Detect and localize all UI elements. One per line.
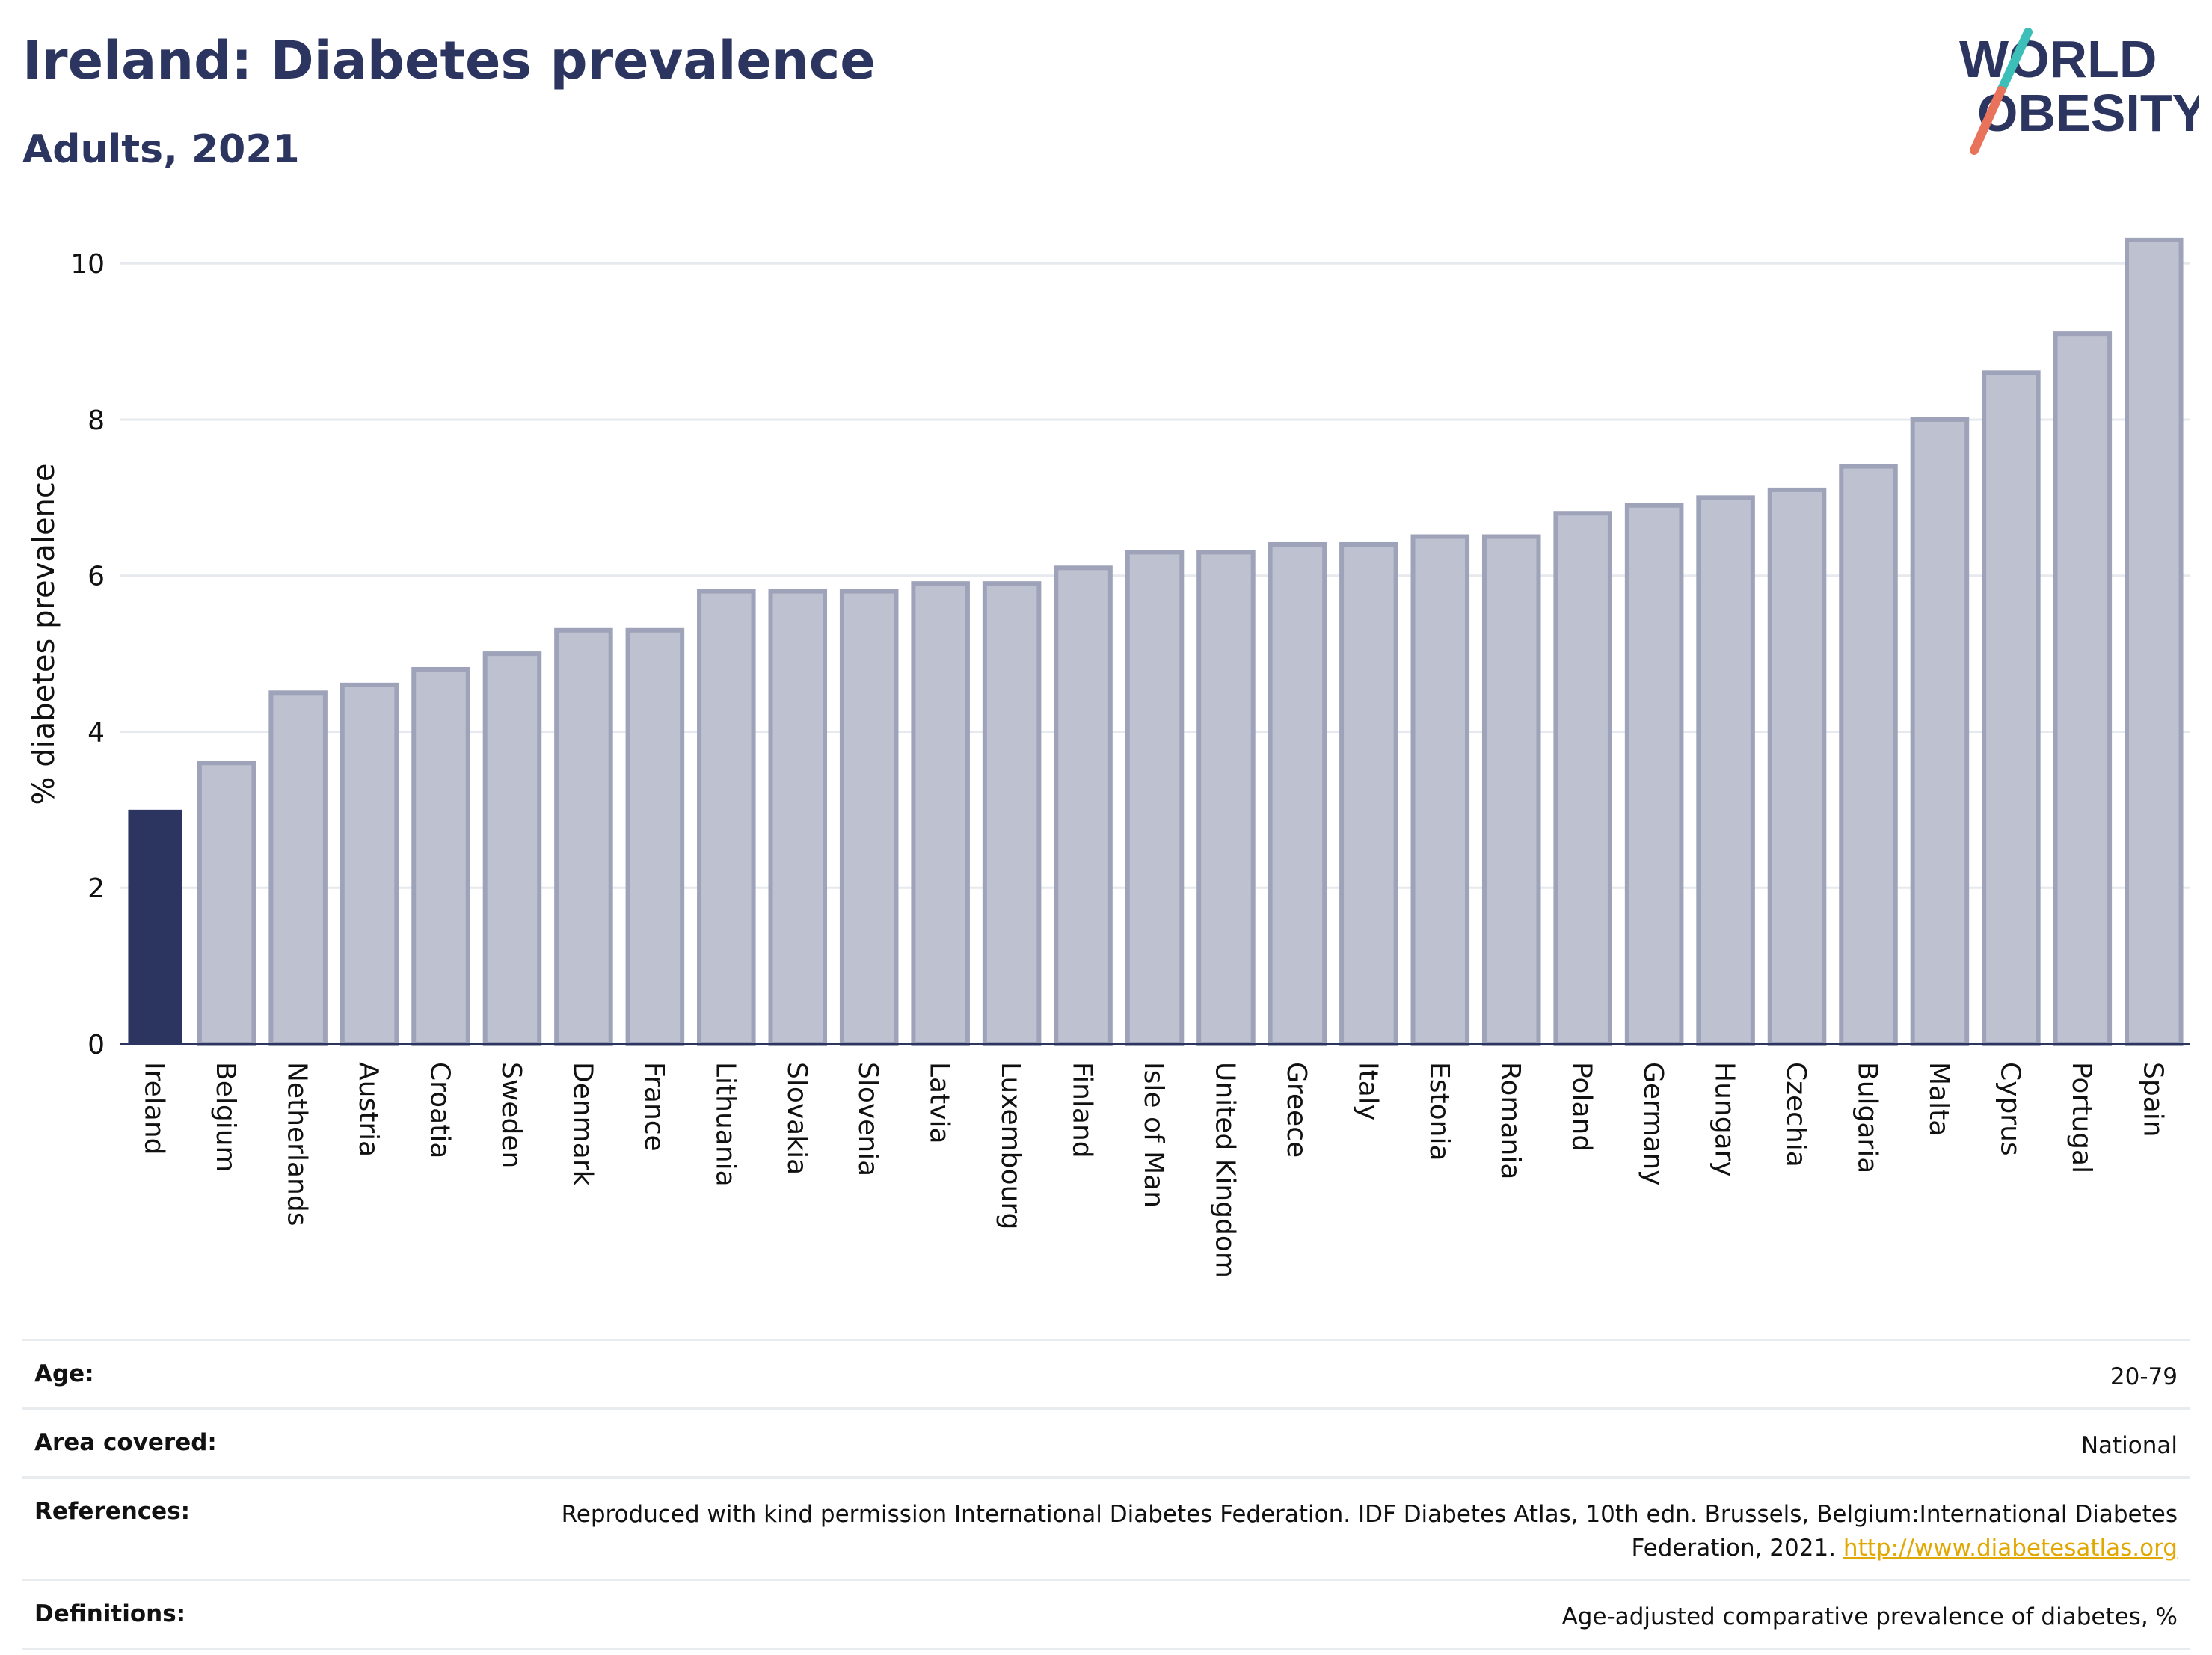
metadata-table: Age: 20-79 Area covered: National Refere… [22, 1339, 2190, 1650]
bar [1054, 565, 1113, 1046]
x-tick-label: Luxembourg [995, 1062, 1026, 1229]
bar [197, 761, 256, 1046]
bar [482, 651, 542, 1046]
x-tick-label: Latvia [924, 1062, 955, 1144]
bar [2125, 237, 2184, 1046]
bar [1910, 417, 1970, 1046]
x-tick-label: United Kingdom [1209, 1062, 1240, 1278]
bar [1839, 464, 1898, 1046]
area-value: National [2080, 1431, 2178, 1459]
x-tick-label: Germany [1638, 1062, 1668, 1185]
bar-chart: 0 2 4 6 8 10 % diabetes prevalence Ireland Belgi… [27, 237, 2190, 1278]
bar [1624, 503, 1684, 1046]
y-tick-label: 2 [87, 873, 105, 904]
logo-line2: OBESITY [1977, 84, 2199, 142]
bar [2053, 331, 2113, 1046]
references-label: References: [34, 1497, 191, 1525]
x-tick-label: Poland [1567, 1062, 1597, 1152]
page-title: Ireland: Diabetes prevalence [22, 30, 876, 91]
references-text: Reproduced with kind permission Internat… [561, 1500, 2178, 1562]
bar [1196, 550, 1256, 1046]
bar [411, 666, 470, 1046]
y-tick-label: 10 [70, 249, 105, 280]
x-tick-label: Hungary [1709, 1062, 1740, 1177]
y-tick-label: 6 [87, 562, 105, 592]
y-tick-label: 8 [87, 405, 105, 436]
bar [911, 581, 970, 1046]
bar [768, 589, 828, 1046]
x-tick-label: Finland [1067, 1062, 1098, 1158]
logo-slash-coral [1970, 86, 2006, 155]
page-subtitle: Adults, 2021 [22, 127, 300, 172]
bar [1339, 541, 1398, 1046]
x-tick-label: Spain [2137, 1062, 2168, 1137]
x-tick-label: Romania [1495, 1062, 1526, 1179]
x-tick-label: Portugal [2066, 1062, 2097, 1173]
x-tick-label: Isle of Man [1138, 1062, 1169, 1208]
x-tick-label: Netherlands [282, 1062, 313, 1226]
x-tick-label: Sweden [496, 1062, 526, 1168]
x-tick-label: Czechia [1781, 1062, 1811, 1167]
age-label: Age: [34, 1360, 94, 1387]
bar [1767, 487, 1827, 1046]
x-tick-label: Bulgaria [1852, 1062, 1882, 1173]
x-tick-label: Lithuania [710, 1062, 740, 1187]
area-label: Area covered: [34, 1428, 217, 1456]
bar [697, 589, 756, 1046]
bar [268, 690, 328, 1046]
meta-row-definitions: Definitions: Age-adjusted comparative pr… [22, 1578, 2190, 1650]
y-axis-label: % diabetes prevalence [27, 463, 61, 805]
y-tick-label: 0 [87, 1030, 105, 1060]
x-tick-label: Greece [1281, 1062, 1312, 1158]
bar [1982, 370, 2041, 1047]
bar [625, 627, 685, 1046]
bar [982, 581, 1042, 1046]
x-tick-label: Italy [1352, 1062, 1383, 1120]
bar [1696, 495, 1755, 1046]
references-link[interactable]: http://www.diabetesatlas.org [1843, 1534, 2178, 1562]
meta-row-area: Area covered: National [22, 1407, 2190, 1476]
x-tick-label: Slovenia [852, 1062, 883, 1176]
x-tick-label: Denmark [567, 1062, 597, 1186]
x-tick-label: Belgium [210, 1062, 241, 1173]
bar [839, 589, 899, 1046]
bar [554, 627, 613, 1046]
bar [1125, 550, 1185, 1046]
x-tick-label: Cyprus [1994, 1062, 2025, 1156]
bar-highlight [128, 809, 182, 1044]
definitions-label: Definitions: [34, 1600, 186, 1627]
bar [1553, 511, 1612, 1046]
bar [1410, 534, 1470, 1046]
meta-row-age: Age: 20-79 [22, 1339, 2190, 1407]
x-tick-label: Ireland [139, 1062, 170, 1155]
definitions-value: Age-adjusted comparative prevalence of d… [1561, 1603, 2178, 1630]
y-tick-label: 4 [87, 717, 105, 748]
bar [1268, 541, 1327, 1046]
bar [340, 682, 399, 1046]
meta-row-references: References: Reproduced with kind permiss… [22, 1476, 2190, 1579]
logo-slash-teal [1997, 28, 2033, 95]
world-obesity-logo: WORLD OBESITY [1959, 28, 2199, 155]
x-tick-label: Slovakia [781, 1062, 812, 1175]
logo-line1: WORLD [1959, 30, 2157, 88]
age-value: 20-79 [2110, 1363, 2178, 1390]
x-tick-label: Austria [353, 1062, 384, 1157]
x-tick-label: France [639, 1062, 669, 1152]
x-tick-label: Estonia [1424, 1062, 1454, 1161]
bar [1481, 534, 1541, 1046]
references-value: Reproduced with kind permission Internat… [458, 1498, 2178, 1565]
x-tick-label: Malta [1923, 1062, 1954, 1136]
x-tick-label: Croatia [425, 1062, 455, 1158]
